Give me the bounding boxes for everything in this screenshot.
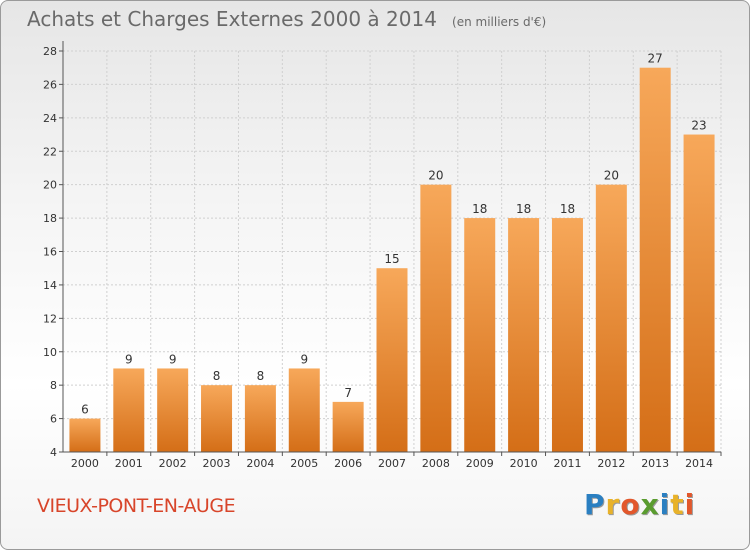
- y-tick-label: 26: [43, 78, 57, 91]
- labels-layer: 6 9 9 8 8 9 7 15 20 18 18 18 20 27 23: [81, 52, 707, 417]
- y-tick-label: 28: [43, 45, 57, 58]
- value-label: 9: [169, 352, 177, 366]
- bar-2008[interactable]: [420, 184, 452, 452]
- bar-2014[interactable]: [683, 134, 715, 452]
- commune-name: VIEUX-PONT-EN-AUGE: [37, 495, 236, 517]
- y-tick-label: 16: [43, 246, 57, 259]
- x-tick-label: 2002: [159, 457, 187, 470]
- x-tick-label: 2010: [510, 457, 538, 470]
- logo-letter: i: [684, 488, 696, 521]
- x-tick-label: 2003: [203, 457, 231, 470]
- value-label: 18: [472, 202, 487, 216]
- value-label: 6: [81, 403, 89, 417]
- y-tick-label: 12: [43, 312, 57, 325]
- y-tick-label: 20: [43, 179, 57, 192]
- chart-title: Achats et Charges Externes 2000 à 2014: [27, 7, 437, 31]
- y-tick-label: 8: [50, 379, 57, 392]
- value-label: 23: [691, 119, 706, 133]
- x-tick-label: 2007: [378, 457, 406, 470]
- bar-2004[interactable]: [244, 385, 276, 452]
- logo-letter: o: [620, 488, 641, 521]
- bar-2001[interactable]: [113, 368, 145, 452]
- y-tick-label: 14: [43, 279, 57, 292]
- logo-letter: x: [640, 488, 660, 521]
- value-label: 8: [213, 369, 221, 383]
- x-tick-label: 2004: [246, 457, 274, 470]
- bar-2000[interactable]: [69, 418, 101, 452]
- logo-letter: P: [584, 488, 606, 521]
- x-tick-label: 2000: [71, 457, 99, 470]
- x-tick-label: 2013: [641, 457, 669, 470]
- y-tick-label: 6: [50, 413, 57, 426]
- proxiti-logo[interactable]: Proxiti: [584, 488, 695, 521]
- title-block: Achats et Charges Externes 2000 à 2014 (…: [27, 7, 546, 31]
- x-tick-label: 2012: [597, 457, 625, 470]
- logo-letter: r: [605, 488, 621, 521]
- value-label: 20: [428, 169, 443, 183]
- x-tick-label: 2011: [553, 457, 581, 470]
- logo-letter: t: [670, 488, 685, 521]
- value-label: 18: [516, 202, 531, 216]
- y-tick-label: 18: [43, 212, 57, 225]
- bar-2007[interactable]: [376, 268, 408, 452]
- y-tick-label: 4: [50, 446, 57, 459]
- bar-2011[interactable]: [551, 218, 583, 452]
- value-label: 8: [257, 369, 265, 383]
- y-tick-label: 24: [43, 112, 57, 125]
- bar-2005[interactable]: [288, 368, 320, 452]
- value-label: 9: [300, 352, 308, 366]
- x-tick-label: 2001: [115, 457, 143, 470]
- logo-letter: i: [659, 488, 671, 521]
- value-label: 20: [604, 169, 619, 183]
- y-tick-label: 22: [43, 145, 57, 158]
- value-label: 27: [648, 52, 663, 66]
- y-tick-label: 10: [43, 346, 57, 359]
- x-tick-label: 2006: [334, 457, 362, 470]
- bar-2006[interactable]: [332, 401, 364, 452]
- bars-layer: [69, 67, 715, 452]
- value-label: 15: [384, 252, 399, 266]
- bar-2002[interactable]: [157, 368, 189, 452]
- x-tick-label: 2014: [685, 457, 713, 470]
- value-label: 7: [344, 386, 352, 400]
- value-label: 18: [560, 202, 575, 216]
- x-tick-label: 2005: [290, 457, 318, 470]
- axis-layer: 4 6 8 10 12 14 16 18 20 22 24 26 28 2000 2001 2002 2003 2…: [43, 41, 722, 470]
- value-label: 9: [125, 352, 133, 366]
- x-tick-label: 2009: [466, 457, 494, 470]
- x-tick-label: 2008: [422, 457, 450, 470]
- chart-subtitle: (en milliers d'€): [452, 15, 547, 29]
- bar-2009[interactable]: [464, 218, 496, 452]
- bar-2012[interactable]: [595, 184, 627, 452]
- bar-2013[interactable]: [639, 67, 671, 452]
- bar-2010[interactable]: [508, 218, 540, 452]
- bar-2003[interactable]: [201, 385, 233, 452]
